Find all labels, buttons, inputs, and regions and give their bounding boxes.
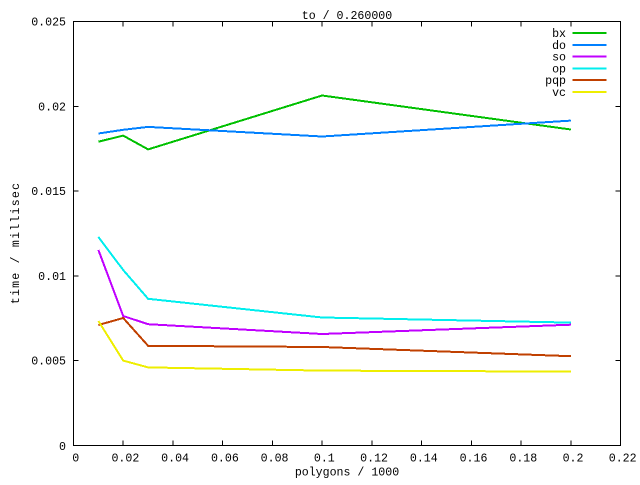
svg-text:0.02: 0.02 [111, 453, 139, 466]
svg-text:0.22: 0.22 [609, 453, 637, 466]
svg-text:0.02: 0.02 [38, 101, 66, 114]
svg-text:0.015: 0.015 [31, 186, 66, 199]
svg-text:polygons / 1000: polygons / 1000 [295, 467, 399, 480]
svg-text:0.01: 0.01 [38, 271, 66, 284]
svg-text:so: so [552, 52, 566, 65]
svg-text:pqp: pqp [545, 75, 566, 88]
svg-text:0.08: 0.08 [261, 453, 289, 466]
svg-text:to / 0.260000: to / 0.260000 [302, 10, 392, 23]
svg-text:0.1: 0.1 [314, 453, 335, 466]
svg-text:0.06: 0.06 [211, 453, 239, 466]
svg-text:0.2: 0.2 [563, 453, 584, 466]
svg-text:op: op [552, 63, 566, 76]
svg-text:0.025: 0.025 [31, 17, 66, 30]
svg-text:do: do [552, 40, 566, 53]
svg-text:time / millisec: time / millisec [10, 182, 23, 304]
svg-text:0: 0 [59, 441, 66, 454]
svg-text:vc: vc [552, 87, 566, 100]
svg-text:bx: bx [552, 28, 566, 41]
svg-text:0.16: 0.16 [460, 453, 488, 466]
svg-text:0.005: 0.005 [31, 356, 66, 369]
svg-text:0.14: 0.14 [410, 453, 438, 466]
svg-text:0.12: 0.12 [360, 453, 388, 466]
svg-text:0: 0 [72, 453, 79, 466]
svg-text:0.18: 0.18 [509, 453, 537, 466]
svg-text:0.04: 0.04 [161, 453, 189, 466]
